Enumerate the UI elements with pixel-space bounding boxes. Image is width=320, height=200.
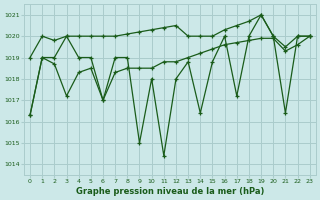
X-axis label: Graphe pression niveau de la mer (hPa): Graphe pression niveau de la mer (hPa) bbox=[76, 187, 264, 196]
